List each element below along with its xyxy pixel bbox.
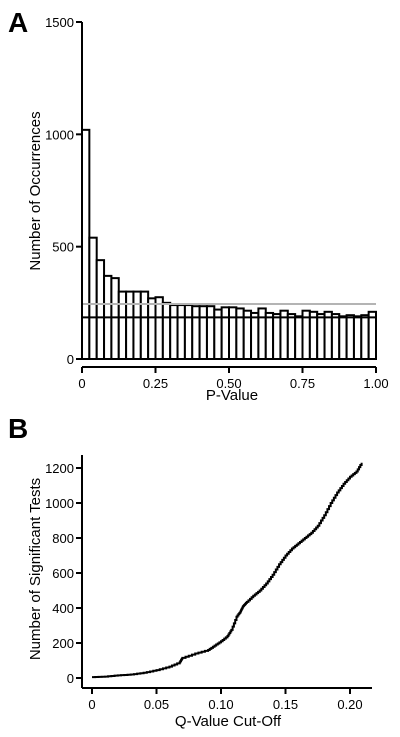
histogram-bar xyxy=(360,314,370,361)
x-tick-label: 1.00 xyxy=(363,376,388,391)
y-tick-label: 1200 xyxy=(45,461,74,476)
histogram-bar xyxy=(330,313,341,361)
panel-a-y-axis-title: Number of Occurrences xyxy=(27,111,44,270)
histogram-bar xyxy=(257,307,267,361)
histogram-bar xyxy=(220,306,230,360)
histogram-bar xyxy=(95,259,106,360)
x-tick-label: 0.10 xyxy=(208,697,233,712)
histogram-bar xyxy=(352,315,363,360)
histogram-bar xyxy=(161,301,172,361)
y-tick-label: 0 xyxy=(67,352,74,367)
x-tick-label: 0.05 xyxy=(144,697,169,712)
panel-a-letter: A xyxy=(8,7,28,38)
histogram-bar xyxy=(169,304,179,360)
panel-b-x-axis-title: Q-Value Cut-Off xyxy=(175,713,282,730)
histogram-bar xyxy=(250,311,260,360)
histogram-bar xyxy=(147,297,157,360)
y-tick-label: 0 xyxy=(67,671,74,686)
histogram-bar xyxy=(264,311,275,360)
cumulative-step-line xyxy=(92,462,363,679)
histogram-bar xyxy=(367,310,377,361)
panel-b-step-chart: B 0 200 400 600 800 1000 1200 0 0.05 0.10 0.15 0.20… xyxy=(8,413,372,730)
histogram-bar xyxy=(88,236,98,360)
panel-b-letter: B xyxy=(8,413,28,444)
histogram-bars xyxy=(81,128,377,361)
histogram-bar xyxy=(316,313,326,361)
histogram-bar xyxy=(183,304,194,360)
x-tick-label: 0.20 xyxy=(337,697,362,712)
x-tick-label: 0.75 xyxy=(290,376,315,391)
panel-b-y-axis-title: Number of Significant Tests xyxy=(27,478,44,660)
panel-a-ticks: 0 500 1000 1500 0 0.25 0.50 0.75 1.00 xyxy=(45,15,389,391)
histogram-bar xyxy=(338,315,348,360)
y-tick-label: 1000 xyxy=(45,127,74,142)
histogram-bar xyxy=(125,290,135,361)
panel-a-x-axis-title: P-Value xyxy=(206,387,258,404)
y-tick-label: 600 xyxy=(52,566,74,581)
y-tick-label: 200 xyxy=(52,636,74,651)
histogram-bar xyxy=(191,305,201,361)
y-tick-label: 400 xyxy=(52,601,74,616)
x-tick-label: 0.50 xyxy=(216,376,241,391)
x-tick-label: 0.15 xyxy=(273,697,298,712)
histogram-bar xyxy=(110,277,120,360)
histogram-bar xyxy=(308,310,319,361)
step-line-path xyxy=(92,462,363,679)
y-tick-label: 800 xyxy=(52,531,74,546)
y-tick-label: 500 xyxy=(52,240,74,255)
histogram-bar xyxy=(345,314,355,361)
histogram-bar xyxy=(228,306,238,360)
panel-b-ticks: 0 200 400 600 800 1000 1200 0 0.05 0.10 0.15 0.20 xyxy=(45,461,363,712)
histogram-bar xyxy=(286,313,297,361)
histogram-bar xyxy=(323,310,333,361)
panel-b-axes xyxy=(81,455,372,689)
x-tick-label: 0.25 xyxy=(143,376,168,391)
histogram-bar xyxy=(132,290,142,361)
histogram-bar xyxy=(176,304,186,360)
histogram-bar xyxy=(294,315,304,360)
x-tick-label: 0 xyxy=(88,697,95,712)
histogram-bar xyxy=(117,290,128,361)
reference-lines xyxy=(82,302,376,319)
y-tick-label: 1000 xyxy=(45,496,74,511)
histogram-bar xyxy=(272,313,282,361)
x-tick-label: 0 xyxy=(78,376,85,391)
histogram-bar xyxy=(205,305,216,361)
y-tick-label: 1500 xyxy=(45,15,74,30)
histogram-bar xyxy=(139,290,150,361)
histogram-bar xyxy=(154,296,164,361)
histogram-bar xyxy=(81,128,91,360)
histogram-bar xyxy=(198,305,208,361)
histogram-bar xyxy=(235,307,245,361)
